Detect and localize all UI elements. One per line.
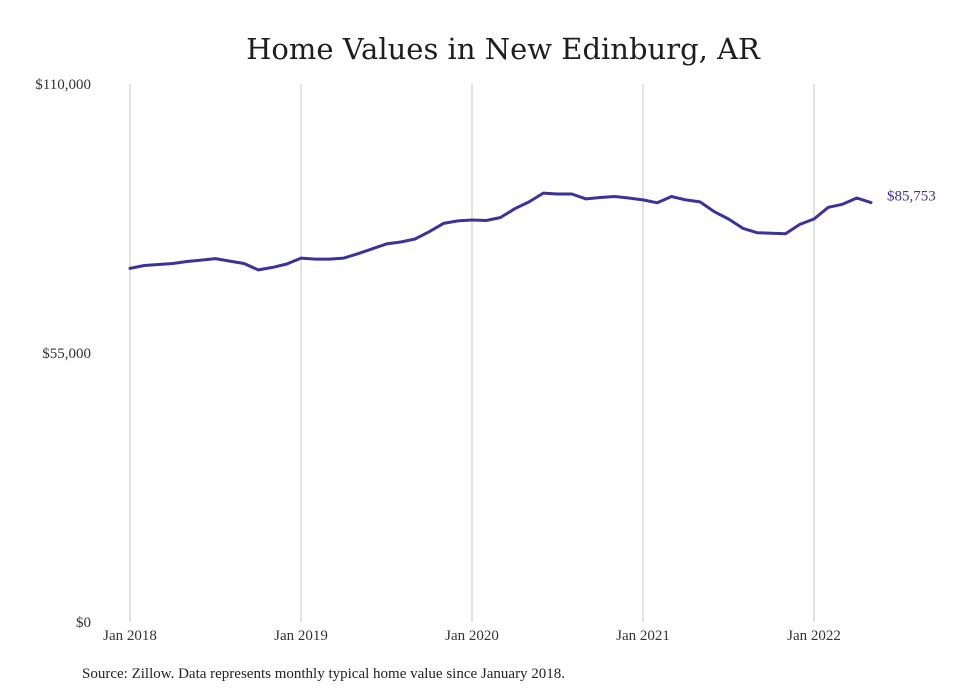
end-value-label: $85,753 [887,189,936,205]
x-tick-label: Jan 2021 [616,628,670,644]
y-tick-label: $0 [76,615,91,631]
y-axis: $0 $55,000 $110,000 [35,77,91,631]
chart-title: Home Values in New Edinburg, AR [246,32,761,66]
x-tick-label: Jan 2022 [787,628,841,644]
x-axis: Jan 2018 Jan 2019 Jan 2020 Jan 2021 Jan 2022 [103,628,841,644]
x-tick-label: Jan 2020 [445,628,499,644]
source-note: Source: Zillow. Data represents monthly … [82,666,566,682]
series-line [128,191,873,272]
x-tick-label: Jan 2019 [274,628,328,644]
grid-lines [129,84,815,622]
series-layer: $85,753 [128,189,936,272]
x-tick-label: Jan 2018 [103,628,157,644]
y-tick-label: $55,000 [42,346,91,362]
y-tick-label: $110,000 [35,77,91,93]
